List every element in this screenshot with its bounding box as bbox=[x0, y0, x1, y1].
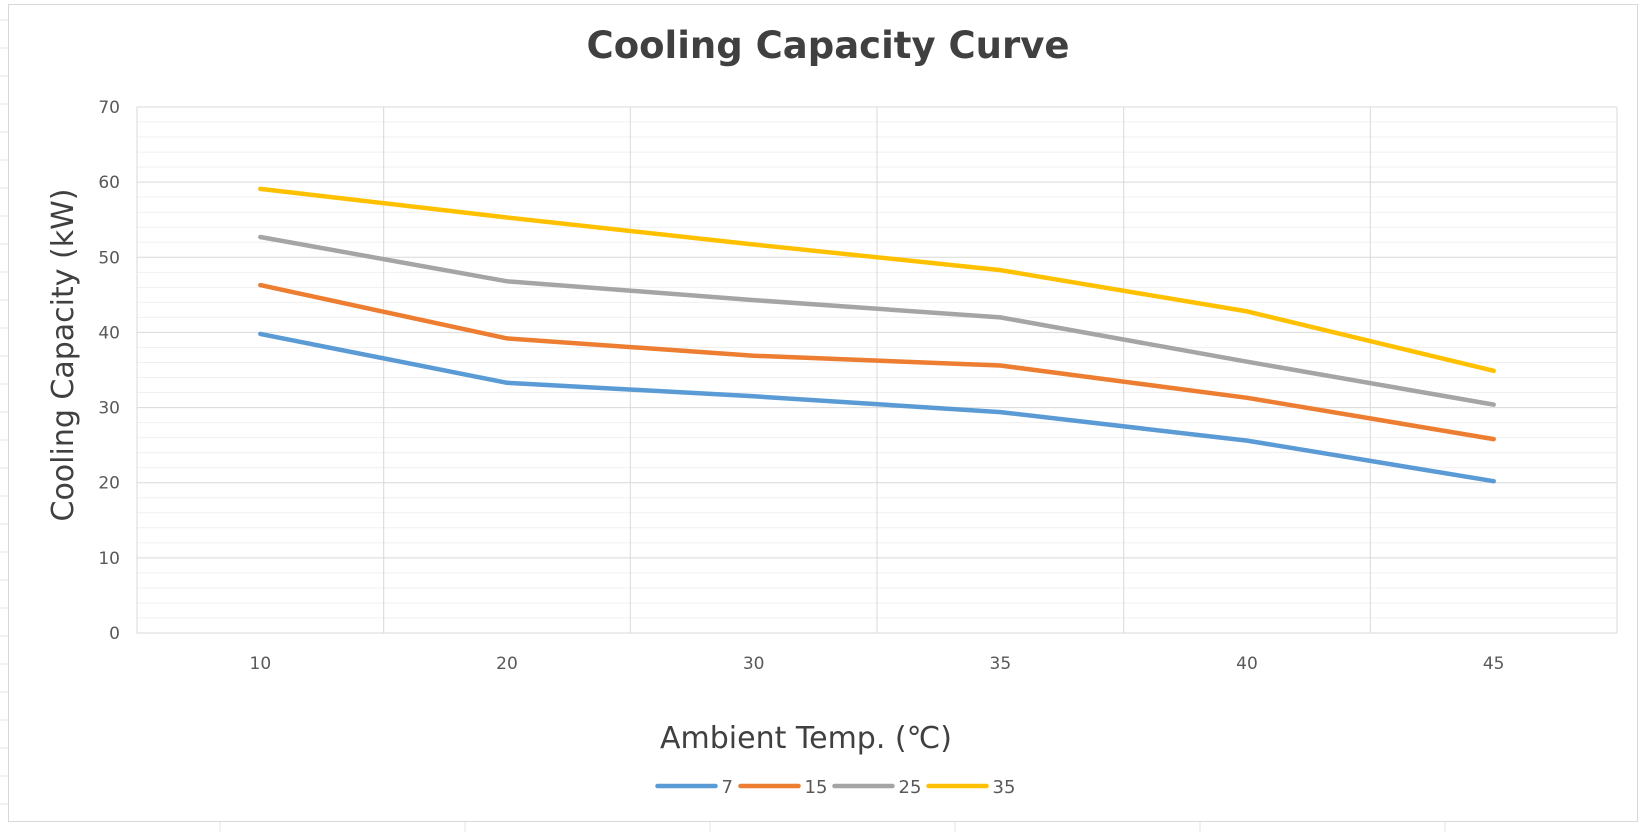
x-tick-label: 35 bbox=[990, 654, 1012, 674]
x-axis-title: Ambient Temp. (℃) bbox=[660, 721, 952, 756]
legend-label: 7 bbox=[722, 777, 733, 798]
series-line-35 bbox=[258, 186, 1496, 374]
series-lines bbox=[258, 186, 1496, 484]
x-axis-tick-labels: 10 20 30 35 40 45 bbox=[250, 654, 1505, 674]
legend-label: 15 bbox=[805, 777, 828, 798]
legend: 7 15 25 35 bbox=[655, 777, 1016, 798]
x-tick-label: 30 bbox=[743, 654, 765, 674]
series-line-7 bbox=[258, 331, 1496, 484]
major-gridlines bbox=[136, 106, 1618, 634]
y-tick-label: 50 bbox=[98, 248, 120, 268]
legend-label: 35 bbox=[993, 777, 1016, 798]
y-tick-label: 30 bbox=[98, 399, 120, 419]
series-line-15 bbox=[258, 282, 1496, 442]
y-axis-title: Cooling Capacity (kW) bbox=[46, 188, 81, 521]
series-line-25 bbox=[258, 234, 1496, 407]
y-tick-label: 40 bbox=[98, 323, 120, 343]
x-tick-label: 40 bbox=[1236, 654, 1258, 674]
y-tick-label: 10 bbox=[98, 549, 120, 569]
legend-label: 25 bbox=[899, 777, 922, 798]
y-tick-label: 60 bbox=[98, 173, 120, 193]
y-axis-tick-labels: 0 10 20 30 40 50 60 70 bbox=[98, 98, 120, 644]
chart-area bbox=[8, 4, 1638, 822]
x-tick-label: 45 bbox=[1483, 654, 1505, 674]
x-tick-label: 10 bbox=[250, 654, 272, 674]
y-tick-label: 0 bbox=[109, 624, 120, 644]
chart-title: Cooling Capacity Curve bbox=[587, 24, 1070, 67]
y-tick-label: 70 bbox=[98, 98, 120, 118]
x-tick-label: 20 bbox=[496, 654, 518, 674]
y-tick-label: 20 bbox=[98, 474, 120, 494]
